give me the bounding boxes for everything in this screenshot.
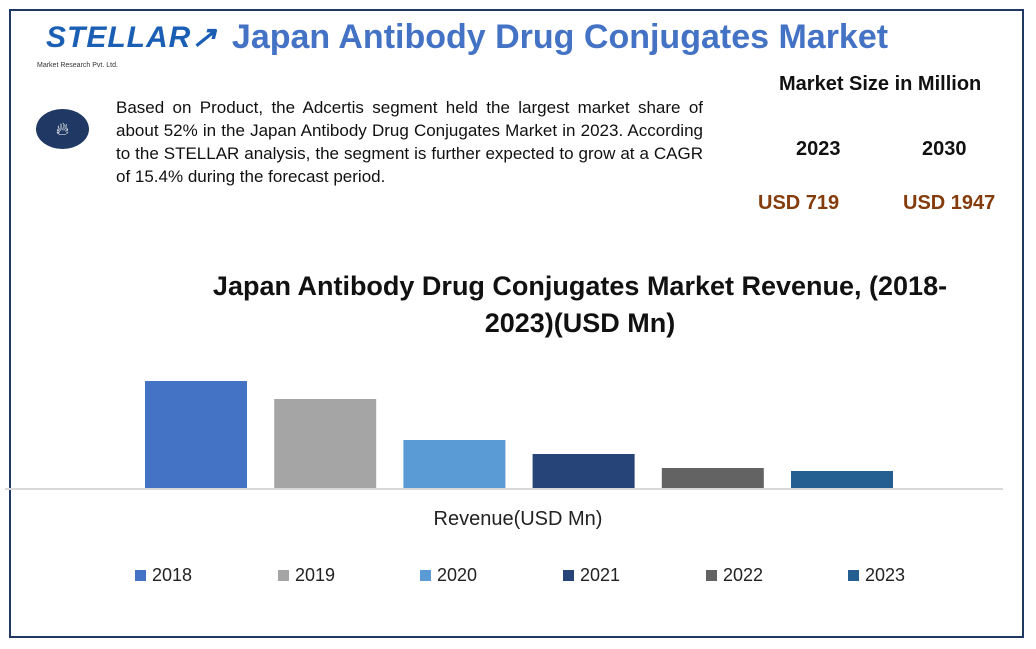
legend-swatch: [563, 570, 574, 581]
value-2030: USD 1947: [903, 192, 996, 214]
year-2023: 2023: [796, 138, 841, 160]
legend-item-2019: 2019: [278, 565, 335, 586]
legend-swatch: [135, 570, 146, 581]
legend-label: 2021: [580, 565, 621, 585]
frame: [9, 9, 1024, 638]
x-axis-label: Revenue(USD Mn): [433, 508, 603, 530]
bar-2022: [661, 468, 764, 488]
year-2030: 2030: [922, 138, 967, 160]
flame-icon: 🔥︎: [36, 109, 89, 149]
logo-tagline: Market Research Pvt. Ltd.: [37, 62, 118, 69]
legend-item-2023: 2023: [848, 565, 905, 586]
bar-2020: [403, 440, 506, 488]
legend-label: 2023: [865, 565, 906, 585]
legend-swatch: [848, 570, 859, 581]
bar-2018: [145, 381, 247, 488]
legend-item-2021: 2021: [563, 565, 620, 586]
legend-swatch: [706, 570, 717, 581]
legend-item-2018: 2018: [135, 565, 192, 586]
market-size-title: Market Size in Million: [779, 73, 982, 95]
stellar-logo: STELLAR↗ Market Research Pvt. Ltd.: [37, 21, 218, 69]
bar-2021: [532, 454, 635, 488]
chart-title: Japan Antibody Drug Conjugates Market Re…: [212, 271, 948, 338]
page-title: Japan Antibody Drug Conjugates Market: [231, 18, 889, 56]
legend-swatch: [420, 570, 431, 581]
summary-text: Based on Product, the Adcertis segment h…: [116, 98, 703, 186]
legend-label: 2019: [295, 565, 336, 585]
value-2023: USD 719: [758, 192, 840, 214]
legend-item-2020: 2020: [420, 565, 477, 586]
legend-swatch: [278, 570, 289, 581]
legend-label: 2022: [723, 565, 764, 585]
legend-item-2022: 2022: [706, 565, 763, 586]
bar-2023: [791, 471, 893, 488]
bar-2019: [274, 399, 377, 488]
legend-label: 2020: [437, 565, 478, 585]
legend-label: 2018: [152, 565, 193, 585]
